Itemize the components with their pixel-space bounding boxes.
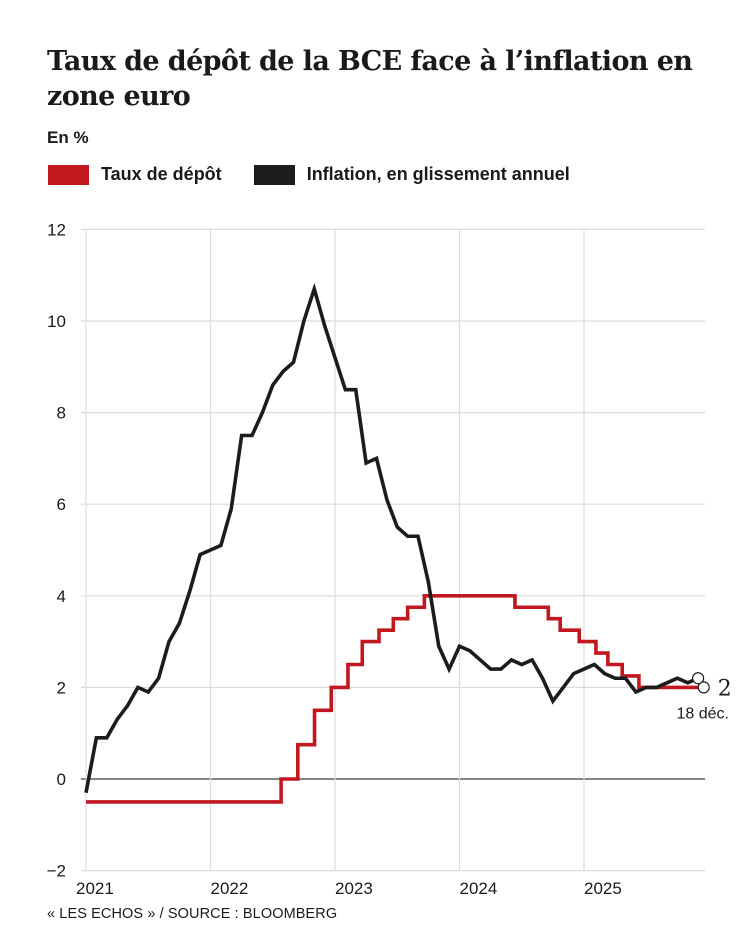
- gridlines: [81, 228, 705, 872]
- legend-label-deposit-rate: Taux de dépôt: [101, 164, 222, 184]
- inflation-end-marker: [692, 672, 705, 685]
- end-value-label: 2: [718, 676, 732, 701]
- unit-label: En %: [47, 128, 89, 147]
- y-tick-label: 10: [47, 312, 66, 331]
- x-tick-label: 2022: [211, 879, 249, 898]
- x-axis-tick-labels: 2021 2022 2023 2024 2025: [76, 879, 622, 898]
- x-tick-label: 2024: [460, 879, 498, 898]
- legend-item-deposit-rate: Taux de dépôt: [48, 164, 222, 185]
- deposit-rate-end-marker: [697, 681, 710, 694]
- y-tick-label: −2: [47, 862, 66, 881]
- y-axis-tick-labels: −2 0 2 4 6 8 10 12: [47, 220, 66, 880]
- legend-swatch-inflation: [253, 164, 295, 185]
- y-tick-label: 4: [57, 587, 66, 606]
- y-tick-label: 0: [57, 770, 66, 789]
- end-annotations: 2 18 déc.: [677, 672, 732, 722]
- y-tick-label: 8: [57, 404, 66, 423]
- source-credit: « LES ECHOS » / SOURCE : BLOOMBERG: [47, 906, 338, 922]
- end-date-label: 18 déc.: [677, 705, 729, 722]
- legend-item-inflation: Inflation, en glissement annuel: [253, 164, 570, 185]
- legend: Taux de dépôt Inflation, en glissement a…: [48, 164, 602, 185]
- y-tick-label: 2: [57, 678, 66, 697]
- y-tick-label: 6: [57, 495, 66, 514]
- legend-label-inflation: Inflation, en glissement annuel: [306, 164, 570, 184]
- x-tick-label: 2021: [76, 879, 114, 898]
- chart-title: Taux de dépôt de la BCE face à l’inflati…: [47, 46, 693, 112]
- y-tick-label: 12: [47, 220, 66, 239]
- x-tick-label: 2025: [584, 879, 622, 898]
- series-lines: [84, 282, 704, 804]
- legend-swatch-deposit-rate: [48, 164, 89, 185]
- x-tick-label: 2023: [335, 879, 373, 898]
- series-line-inflation: [84, 282, 699, 794]
- series-line-deposit-rate: [86, 594, 704, 804]
